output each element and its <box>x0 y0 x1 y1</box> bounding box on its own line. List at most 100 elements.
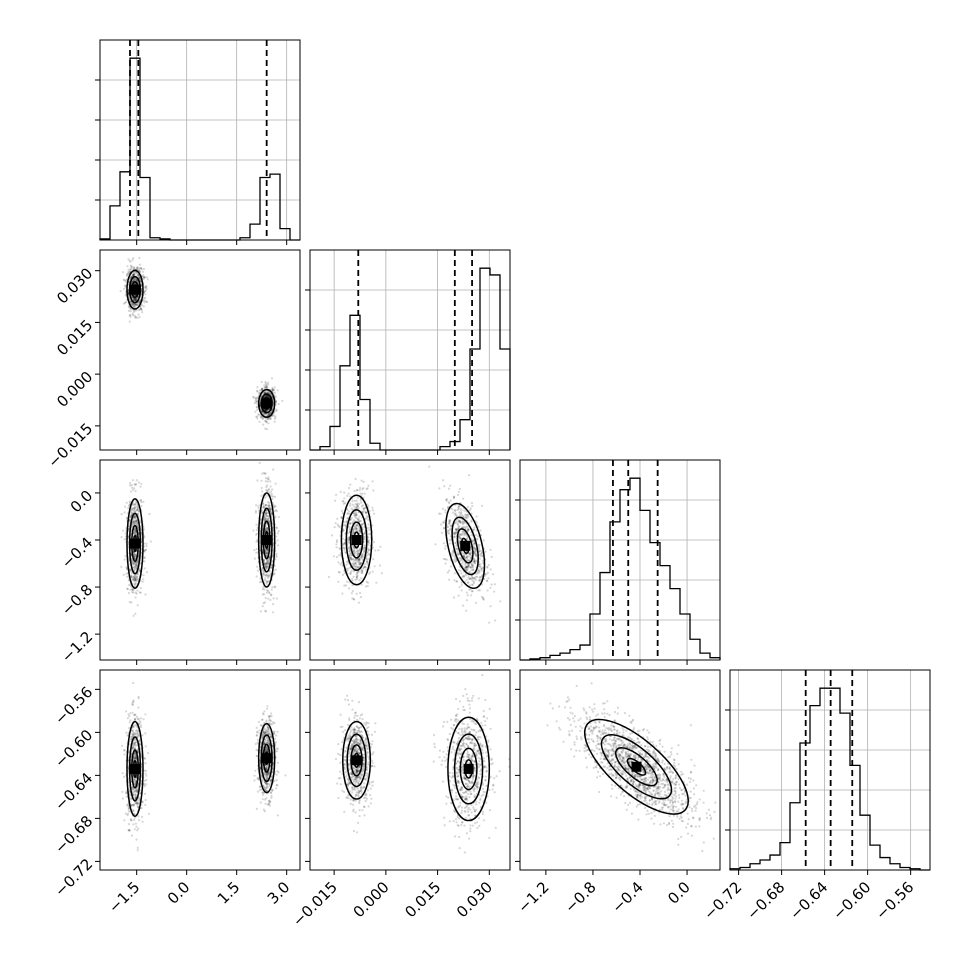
scatter-point <box>136 589 139 592</box>
scatter-point <box>130 575 133 578</box>
scatter-point <box>358 549 361 552</box>
scatter-point <box>448 521 451 524</box>
scatter-point <box>265 518 268 521</box>
scatter-point <box>265 567 268 570</box>
scatter-point <box>134 578 137 582</box>
scatter-point <box>135 479 138 482</box>
scatter-point <box>138 591 142 594</box>
scatter-point <box>261 472 264 475</box>
scatter-point <box>261 490 264 493</box>
scatter-point <box>133 554 136 557</box>
scatter-point <box>131 562 134 565</box>
scatter-point <box>466 516 469 520</box>
scatter-point <box>266 561 269 564</box>
scatter-point <box>138 277 142 280</box>
scatter-point <box>356 565 359 568</box>
scatter-point <box>351 544 354 547</box>
scatter-point <box>133 514 136 517</box>
scatter-point <box>357 566 360 569</box>
scatter-point <box>134 277 137 280</box>
scatter-point <box>138 299 141 302</box>
scatter-point <box>126 587 129 591</box>
scatter-point <box>262 471 265 474</box>
scatter-point <box>335 543 338 546</box>
scatter-point <box>139 591 142 594</box>
scatter-point <box>353 552 356 555</box>
scatter-point <box>125 731 128 734</box>
scatter-point <box>470 564 474 567</box>
scatter-point <box>136 717 139 721</box>
scatter-point <box>135 577 138 580</box>
scatter-point <box>349 522 352 525</box>
scatter-point <box>365 580 368 584</box>
scatter-point <box>453 496 456 499</box>
scatter-point <box>352 549 356 552</box>
scatter-point <box>458 520 461 523</box>
scatter-point <box>465 566 468 569</box>
scatter-point <box>133 742 136 745</box>
scatter-point <box>453 531 456 534</box>
scatter-point <box>272 597 275 600</box>
scatter-point <box>134 298 137 302</box>
scatter-point <box>135 802 139 805</box>
scatter-point <box>269 508 272 511</box>
scatter-point <box>440 523 443 526</box>
scatter-point <box>134 519 137 522</box>
scatter-point <box>466 563 470 566</box>
scatter-point <box>467 576 470 579</box>
scatter-point <box>357 558 360 561</box>
scatter-point <box>133 516 136 519</box>
scatter-point <box>125 501 128 504</box>
scatter-point <box>349 556 352 559</box>
scatter-point <box>133 779 136 782</box>
scatter-point <box>274 400 278 403</box>
scatter-point <box>449 484 452 487</box>
scatter-point <box>274 395 277 398</box>
scatter-point <box>256 415 259 418</box>
scatter-point <box>351 562 354 565</box>
scatter-point <box>475 550 478 553</box>
scatter-point <box>134 503 137 506</box>
scatter-point <box>127 258 130 261</box>
scatter-point <box>467 515 470 518</box>
scatter-point <box>479 554 482 557</box>
scatter-point <box>353 513 356 516</box>
scatter-point <box>263 516 266 519</box>
scatter-point <box>264 609 267 613</box>
scatter-point <box>129 511 133 514</box>
scatter-point <box>256 403 259 406</box>
scatter-point <box>132 577 135 581</box>
scatter-point <box>138 308 141 312</box>
scatter-point <box>264 562 268 565</box>
scatter-point <box>471 566 475 569</box>
scatter-point <box>134 309 137 312</box>
scatter-point <box>454 531 458 534</box>
scatter-point <box>451 508 454 511</box>
scatter-point <box>263 518 266 522</box>
scatter-point <box>365 568 368 571</box>
scatter-point <box>134 579 137 582</box>
scatter-point <box>142 267 145 271</box>
scatter-point <box>142 718 145 721</box>
scatter-point <box>448 578 451 581</box>
scatter-point <box>265 565 268 569</box>
scatter-point <box>346 511 349 515</box>
scatter-point <box>343 523 346 526</box>
scatter-point <box>349 483 352 486</box>
scatter-point <box>144 548 147 551</box>
scatter-point <box>434 543 437 546</box>
scatter-point <box>480 504 484 507</box>
scatter-point <box>454 509 457 512</box>
scatter-point <box>126 734 129 737</box>
scatter-point <box>259 416 262 419</box>
scatter-point <box>133 298 136 301</box>
scatter-point <box>128 259 131 262</box>
scatter-point <box>263 588 266 591</box>
scatter-point <box>474 575 478 579</box>
scatter-point <box>465 599 468 602</box>
scatter-point <box>458 487 461 491</box>
scatter-point <box>128 793 131 797</box>
scatter-point <box>474 562 477 565</box>
scatter-point <box>446 571 449 574</box>
scatter-point <box>361 558 364 561</box>
